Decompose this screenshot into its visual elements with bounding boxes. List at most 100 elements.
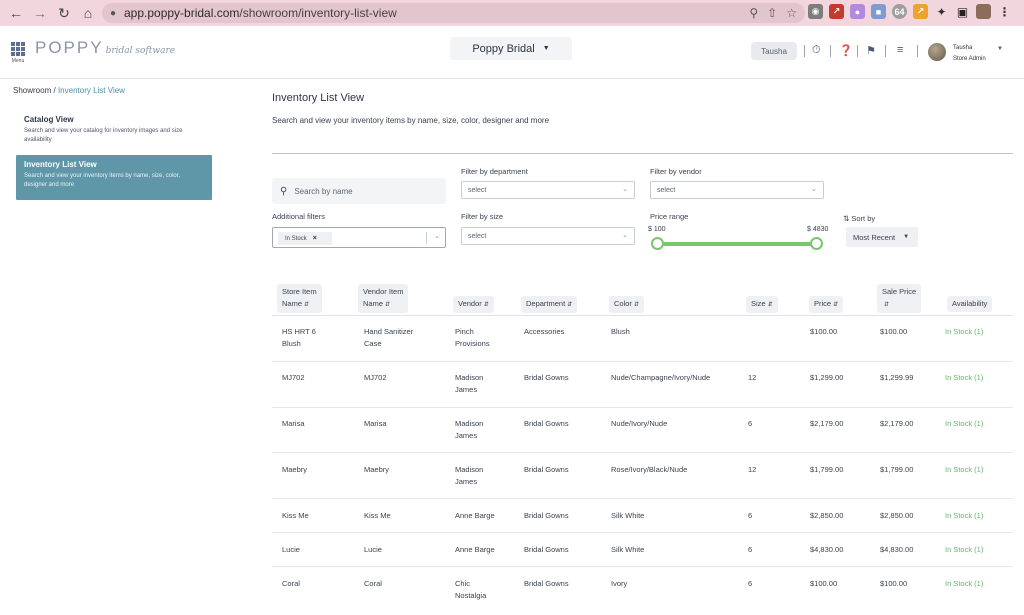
cell-availability: In Stock (1) xyxy=(945,465,984,474)
cell-department: Bridal Gowns xyxy=(524,579,569,588)
column-header-vendor-item-name[interactable]: Vendor Item Name ⇵ xyxy=(358,284,409,313)
row-divider xyxy=(272,407,1013,408)
cell-line: Marisa xyxy=(364,419,387,428)
header-line: Availability xyxy=(952,299,988,308)
camera-extension-icon[interactable]: ◉ xyxy=(808,4,823,19)
sort-arrows-icon: ⇵ xyxy=(767,302,773,308)
more-vertical-icon[interactable]: ⋮ xyxy=(998,4,1011,19)
cell-price: $4,830.00 xyxy=(810,545,844,554)
cell-vendor: Chic Nostalgia xyxy=(455,578,486,602)
column-header-price[interactable]: Price ⇵ xyxy=(809,296,844,313)
additional-filters-select[interactable]: In Stock × ⌄ xyxy=(272,227,446,248)
counter-extension-icon[interactable]: 64 xyxy=(892,4,907,19)
page-title: Inventory List View xyxy=(272,92,365,104)
price-max-label: $ 4830 xyxy=(807,226,829,233)
notification-bell-icon[interactable]: ⚑ xyxy=(866,45,876,57)
column-header-size[interactable]: Size ⇵ xyxy=(746,296,778,313)
cell-line: Anne Barge xyxy=(455,511,495,520)
purple-extension-icon[interactable]: ● xyxy=(850,4,865,19)
column-header-vendor[interactable]: Vendor ⇵ xyxy=(453,296,494,313)
cell-line: Coral xyxy=(282,579,300,588)
department-select[interactable]: select ⌄ xyxy=(461,181,635,199)
address-bar[interactable]: ● app.poppy-bridal.com/showroom/inventor… xyxy=(102,3,805,23)
home-icon[interactable]: ⌂ xyxy=(83,5,93,21)
profile-avatar-icon[interactable] xyxy=(976,4,991,19)
cell-line: Maebry xyxy=(282,465,308,474)
cell-size: 12 xyxy=(748,465,757,474)
price-range-track[interactable] xyxy=(657,242,817,246)
size-select-value: select xyxy=(468,232,487,240)
vendor-select[interactable]: select ⌄ xyxy=(650,181,824,199)
divider xyxy=(272,315,1013,316)
red-extension-icon[interactable]: ↗ xyxy=(829,4,844,19)
back-arrow-icon[interactable]: ← xyxy=(9,5,23,21)
breadcrumb-showroom[interactable]: Showroom xyxy=(13,86,52,95)
cell-department: Bridal Gowns xyxy=(524,545,569,554)
share-icon[interactable]: ⇧ xyxy=(767,6,778,20)
menu-button[interactable]: Menu xyxy=(11,42,25,64)
reload-icon[interactable]: ↻ xyxy=(58,4,70,21)
orange-extension-icon[interactable]: ↗ xyxy=(913,4,928,19)
cell-line: Marisa xyxy=(282,419,305,428)
column-header-store-item-name[interactable]: Store Item Name ⇵ xyxy=(277,284,322,313)
cell-price: $100.00 xyxy=(810,327,838,336)
forward-arrow-icon[interactable]: → xyxy=(33,5,47,21)
search-placeholder: Search by name xyxy=(294,186,353,196)
chevron-down-icon[interactable]: ▼ xyxy=(997,46,1003,52)
divider xyxy=(885,45,886,57)
bookmark-star-icon[interactable]: ☆ xyxy=(786,6,797,20)
cell-color: Nude/Ivory/Nude xyxy=(611,419,668,428)
header-line: Vendor xyxy=(458,299,482,308)
cell-sale-price: $4,830.00 xyxy=(880,545,914,554)
cell-vendor-item-name: Marisa xyxy=(364,418,387,430)
cell-vendor: Pinch Provisions xyxy=(455,326,490,350)
breadcrumb: Showroom / Inventory List View xyxy=(13,86,125,95)
column-header-availability[interactable]: Availability xyxy=(947,296,993,312)
cell-price: $1,799.00 xyxy=(810,465,844,474)
zoom-icon[interactable]: ⚲ xyxy=(749,6,759,20)
store-selector[interactable]: Poppy Bridal ▼ xyxy=(450,37,572,60)
sidebar-item-inventory-list-view[interactable]: Inventory List View Search and view your… xyxy=(16,155,212,200)
price-min-handle[interactable] xyxy=(651,237,664,250)
cell-store-item-name: Lucie xyxy=(282,544,300,556)
cell-size: 6 xyxy=(748,579,753,588)
lock-icon: ● xyxy=(109,7,117,19)
column-header-color[interactable]: Color ⇵ xyxy=(609,296,644,313)
price-max-handle[interactable] xyxy=(810,237,823,250)
cell-line: James xyxy=(455,431,478,440)
cell-department: Bridal Gowns xyxy=(524,419,569,428)
cell-availability: In Stock (1) xyxy=(945,373,984,382)
breadcrumb-current[interactable]: Inventory List View xyxy=(57,86,125,95)
close-icon[interactable]: × xyxy=(312,235,317,242)
cell-vendor-item-name: Maebry xyxy=(364,464,389,476)
puzzle-icon[interactable]: ✦ xyxy=(936,4,947,19)
divider xyxy=(917,45,918,57)
column-header-sale-price[interactable]: Sale Price ⇵ xyxy=(877,284,922,313)
user-avatar[interactable] xyxy=(928,43,946,61)
cell-price: $2,179.00 xyxy=(810,419,844,428)
user-menu[interactable]: Tausha Store Admin xyxy=(953,43,986,65)
chip-label: In Stock xyxy=(285,235,307,242)
settings-sliders-icon[interactable]: ≡ xyxy=(897,44,904,56)
chevron-down-icon: ▼ xyxy=(903,234,910,240)
cell-line: Lucie xyxy=(282,545,300,554)
cell-department: Bridal Gowns xyxy=(524,373,569,382)
search-input[interactable]: ⚲ Search by name xyxy=(272,178,446,204)
sidepanel-icon[interactable]: ▣ xyxy=(956,4,969,19)
poppy-logo[interactable]: POPPY bridal software xyxy=(35,38,175,58)
cell-sale-price: $2,850.00 xyxy=(880,511,914,520)
cell-line: Anne Barge xyxy=(455,545,495,554)
size-select[interactable]: select ⌄ xyxy=(461,227,635,245)
sidebar-item-desc: Search and view your catalog for invento… xyxy=(24,128,183,143)
help-icon[interactable]: ❓ xyxy=(839,45,853,57)
cell-store-item-name: Maebry xyxy=(282,464,307,476)
row-divider xyxy=(272,532,1013,533)
sidebar-item-catalog-view[interactable]: Catalog View Search and view your catalo… xyxy=(16,110,212,148)
blue-extension-icon[interactable]: ■ xyxy=(871,4,886,19)
cell-color: Silk White xyxy=(611,545,645,554)
user-pill[interactable]: Tausha xyxy=(751,42,797,60)
cell-line: Madison xyxy=(455,419,484,428)
timer-icon[interactable]: ⏱ xyxy=(812,44,821,56)
column-header-department[interactable]: Department ⇵ xyxy=(521,296,578,313)
sort-select[interactable]: Most Recent ▼ xyxy=(846,227,918,247)
